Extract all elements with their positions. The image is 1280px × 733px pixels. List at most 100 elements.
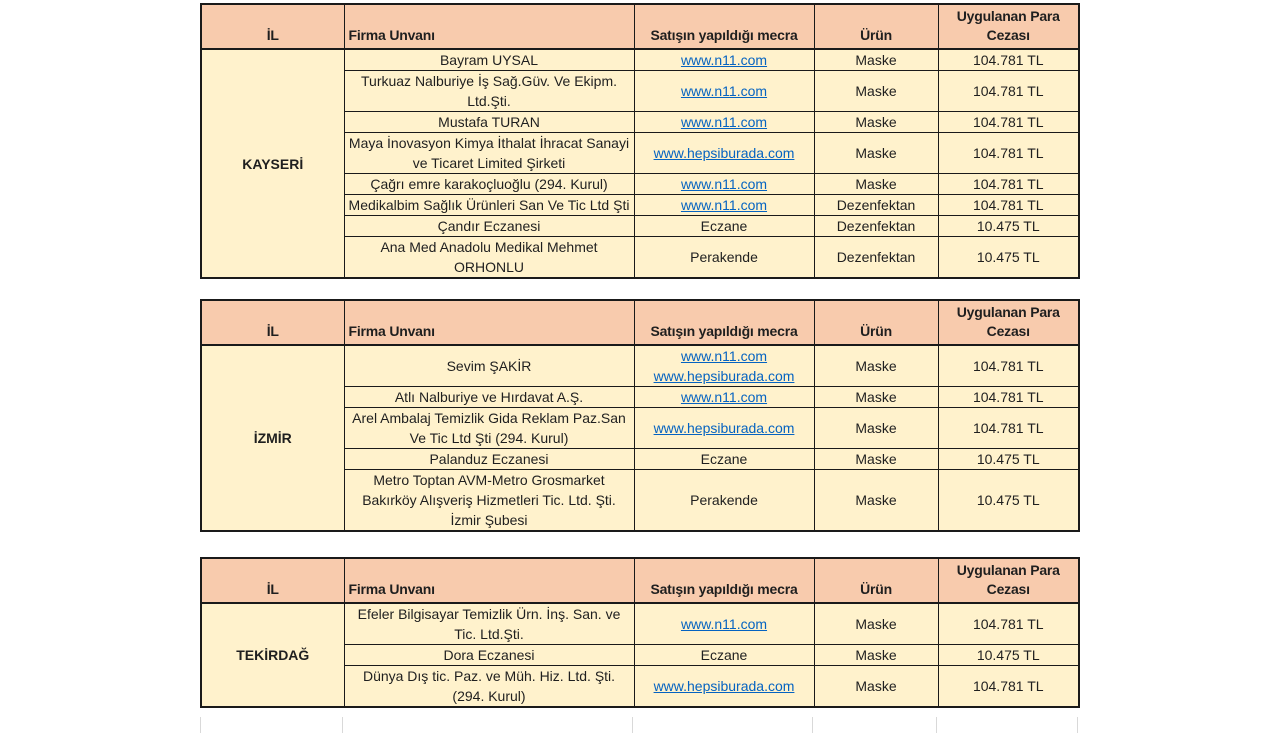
table-row: Arel Ambalaj Temizlik Gida Reklam Paz.Sa… xyxy=(201,407,1080,449)
column-header-mecra: Satışın yapıldığı mecra xyxy=(633,299,815,346)
table-row: Metro Toptan AVM-Metro Grosmarket Bakırk… xyxy=(201,469,1080,532)
column-header-il: İL xyxy=(200,557,345,604)
table-row: KAYSERİ Bayram UYSAL www.n11.com Maske 104.7… xyxy=(200,48,1080,279)
product-cell: Maske xyxy=(813,407,939,449)
website-link[interactable]: www.n11.com xyxy=(680,83,768,99)
header-row: İL Firma Unvanı Satışın yapıldığı mecra … xyxy=(200,3,1080,50)
sales-channel-cell: www.n11.com xyxy=(633,111,815,133)
penalty-table-i̇zmi̇r: İL Firma Unvanı Satışın yapıldığı mecra … xyxy=(200,299,1080,532)
product-cell: Maske xyxy=(813,111,939,133)
company-name-cell: Dünya Dış tic. Paz. ve Müh. Hiz. Ltd. Şt… xyxy=(343,665,635,708)
sales-channel-cell: Eczane xyxy=(633,644,815,666)
product-cell: Maske xyxy=(813,70,939,112)
company-name-cell: Ana Med Anadolu Medikal Mehmet ORHONLU xyxy=(343,236,635,279)
penalty-amount-cell: 104.781 TL xyxy=(937,194,1080,216)
website-link[interactable]: www.n11.com xyxy=(680,616,768,632)
company-name-cell: Bayram UYSAL xyxy=(343,48,635,71)
company-name-cell: Maya İnovasyon Kimya İthalat İhracat San… xyxy=(343,132,635,174)
penalty-amount-cell: 104.781 TL xyxy=(937,407,1080,449)
company-name-cell: Çağrı emre karakoçluoğlu (294. Kurul) xyxy=(343,173,635,195)
sales-channel-cell: Perakende xyxy=(633,236,815,279)
product-cell: Maske xyxy=(813,132,939,174)
sales-channel-cell: www.n11.com xyxy=(633,48,815,71)
sales-channel-cell: www.hepsiburada.com xyxy=(633,665,815,708)
partial-cell xyxy=(633,717,813,733)
column-header-il: İL xyxy=(200,299,345,346)
table-row: Turkuaz Nalburiye İş Sağ.Güv. Ve Ekipm. … xyxy=(201,70,1080,112)
company-name-cell: Çandır Eczanesi xyxy=(343,215,635,237)
penalty-amount-cell: 10.475 TL xyxy=(937,469,1080,532)
sales-channel-text: Perakende xyxy=(690,249,758,265)
column-header-urun: Ürün xyxy=(813,3,939,50)
product-cell: Maske xyxy=(813,469,939,532)
sales-channel-cell: www.hepsiburada.com xyxy=(633,407,815,449)
penalty-amount-cell: 104.781 TL xyxy=(937,386,1080,408)
website-link[interactable]: www.hepsiburada.com xyxy=(653,420,795,436)
partial-next-row xyxy=(200,713,1078,733)
product-cell: Maske xyxy=(813,344,939,387)
table-row: İZMİR Sevim ŞAKİR www.n11.com www.hepsibura… xyxy=(200,344,1080,532)
product-cell: Dezenfektan xyxy=(813,236,939,279)
column-header-il: İL xyxy=(200,3,345,50)
sales-channel-cell: www.n11.com xyxy=(633,194,815,216)
sales-channel-cell: www.n11.com xyxy=(633,386,815,408)
sales-channel-text: Eczane xyxy=(700,647,748,663)
penalty-amount-cell: 10.475 TL xyxy=(937,215,1080,237)
product-cell: Maske xyxy=(813,644,939,666)
sales-channel-cell: Perakende xyxy=(633,469,815,532)
sales-channel-text: Eczane xyxy=(700,451,748,467)
website-link[interactable]: www.hepsiburada.com xyxy=(653,678,795,694)
product-cell: Dezenfektan xyxy=(813,215,939,237)
company-name-cell: Dora Eczanesi xyxy=(343,644,635,666)
penalty-amount-cell: 104.781 TL xyxy=(937,111,1080,133)
province-cell: KAYSERİ xyxy=(200,48,345,279)
column-header-urun: Ürün xyxy=(813,299,939,346)
table-row: Dünya Dış tic. Paz. ve Müh. Hiz. Ltd. Şt… xyxy=(201,665,1080,708)
partial-cell xyxy=(200,717,343,733)
website-link[interactable]: www.n11.com xyxy=(680,389,768,405)
website-link[interactable]: www.n11.com xyxy=(680,348,768,364)
sales-channel-cell: www.n11.com xyxy=(633,173,815,195)
company-name-cell: Metro Toptan AVM-Metro Grosmarket Bakırk… xyxy=(343,469,635,532)
company-name-cell: Mustafa TURAN xyxy=(343,111,635,133)
sales-channel-cell: Eczane xyxy=(633,215,815,237)
table-row: Mustafa TURAN www.n11.com Maske 104.781 TL xyxy=(201,111,1080,133)
website-link[interactable]: www.hepsiburada.com xyxy=(653,368,795,384)
website-link[interactable]: www.n11.com xyxy=(680,176,768,192)
partial-cell xyxy=(937,717,1078,733)
column-header-mecra: Satışın yapıldığı mecra xyxy=(633,557,815,604)
penalty-amount-cell: 10.475 TL xyxy=(937,236,1080,279)
company-name-cell: Turkuaz Nalburiye İş Sağ.Güv. Ve Ekipm. … xyxy=(343,70,635,112)
header-row: İL Firma Unvanı Satışın yapıldığı mecra … xyxy=(200,557,1080,604)
penalty-amount-cell: 104.781 TL xyxy=(937,48,1080,71)
sales-channel-cell: www.n11.com www.hepsiburada.com xyxy=(633,344,815,387)
table-row: Medikalbim Sağlık Ürünleri San Ve Tic Lt… xyxy=(201,194,1080,216)
product-cell: Maske xyxy=(813,602,939,645)
company-name-cell: Sevim ŞAKİR xyxy=(343,344,635,387)
penalty-amount-cell: 104.781 TL xyxy=(937,70,1080,112)
table-row: Palanduz Eczanesi Eczane Maske 10.475 TL xyxy=(201,448,1080,470)
company-name-cell: Arel Ambalaj Temizlik Gida Reklam Paz.Sa… xyxy=(343,407,635,449)
website-link[interactable]: www.n11.com xyxy=(680,52,768,68)
product-cell: Maske xyxy=(813,173,939,195)
table-row: Ana Med Anadolu Medikal Mehmet ORHONLU Pe… xyxy=(201,236,1080,279)
website-link[interactable]: www.n11.com xyxy=(680,114,768,130)
sales-channel-cell: Eczane xyxy=(633,448,815,470)
table-row: Çandır Eczanesi Eczane Dezenfektan 10.475 T… xyxy=(201,215,1080,237)
column-header-firma: Firma Unvanı xyxy=(343,3,635,50)
column-header-urun: Ürün xyxy=(813,557,939,604)
product-cell: Maske xyxy=(813,48,939,71)
website-link[interactable]: www.n11.com xyxy=(680,197,768,213)
sales-channel-text: Eczane xyxy=(700,218,748,234)
penalty-amount-cell: 104.781 TL xyxy=(937,173,1080,195)
penalty-amount-cell: 104.781 TL xyxy=(937,602,1080,645)
penalty-amount-cell: 10.475 TL xyxy=(937,644,1080,666)
penalty-amount-cell: 104.781 TL xyxy=(937,132,1080,174)
penalty-table-kayseri̇: İL Firma Unvanı Satışın yapıldığı mecra … xyxy=(200,3,1080,279)
product-cell: Maske xyxy=(813,448,939,470)
column-header-ceza: Uygulanan Para Cezası xyxy=(937,557,1080,604)
sales-channel-cell: www.n11.com xyxy=(633,602,815,645)
company-name-cell: Palanduz Eczanesi xyxy=(343,448,635,470)
website-link[interactable]: www.hepsiburada.com xyxy=(653,145,795,161)
document-sheet: İL Firma Unvanı Satışın yapıldığı mecra … xyxy=(200,3,1080,728)
